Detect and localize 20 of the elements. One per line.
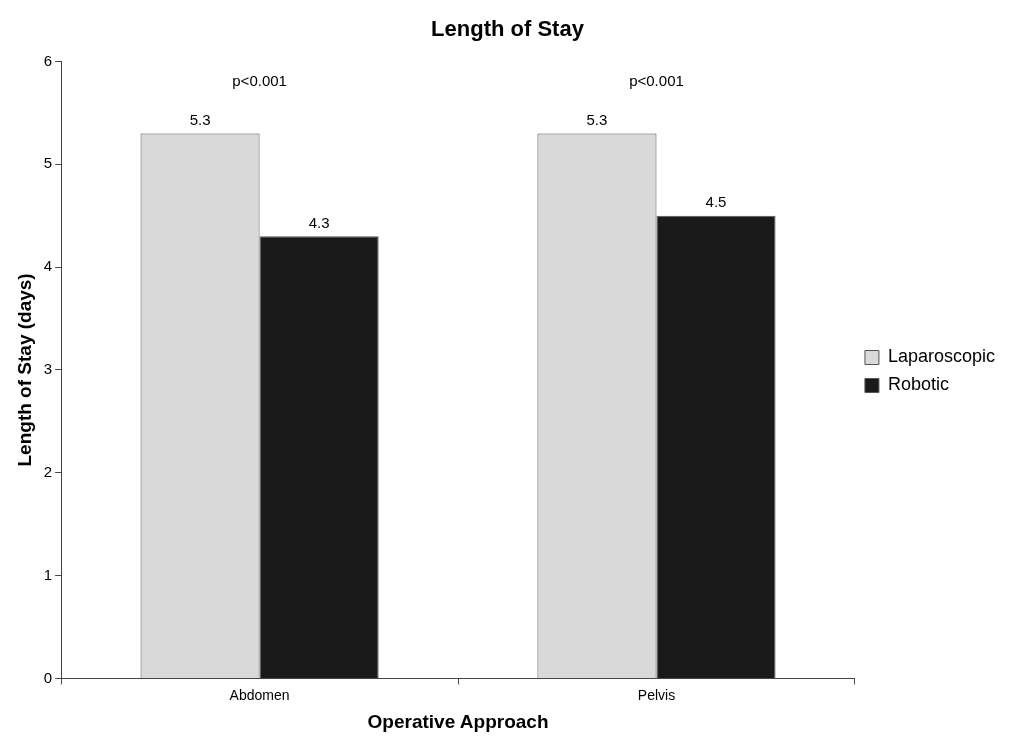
data-label: 5.3	[586, 111, 608, 129]
data-label: 4.3	[308, 213, 330, 231]
y-tick-label: 2	[43, 462, 53, 480]
data-label: 5.3	[189, 111, 211, 129]
x-axis-title: Operative Approach	[367, 710, 549, 732]
x-tick-label: Pelvis	[637, 686, 676, 703]
y-tick-label: 0	[43, 668, 53, 686]
legend-label: Laparoscopic	[887, 346, 996, 367]
legend-label: Robotic	[887, 374, 949, 395]
y-tick-label: 3	[43, 360, 53, 378]
y-axis-title: Length of Stay (days)	[13, 273, 35, 467]
data-label: 4.5	[705, 193, 727, 211]
x-tick-label: Abdomen	[229, 686, 290, 703]
annotation: p<0.001	[232, 71, 287, 89]
y-tick-label: 4	[43, 257, 53, 275]
y-tick-label: 6	[43, 51, 53, 69]
y-tick-label: 5	[43, 154, 53, 172]
y-tick-label: 1	[43, 565, 53, 583]
annotation: p<0.001	[629, 71, 684, 89]
chart-title: Length of Stay	[431, 16, 585, 42]
